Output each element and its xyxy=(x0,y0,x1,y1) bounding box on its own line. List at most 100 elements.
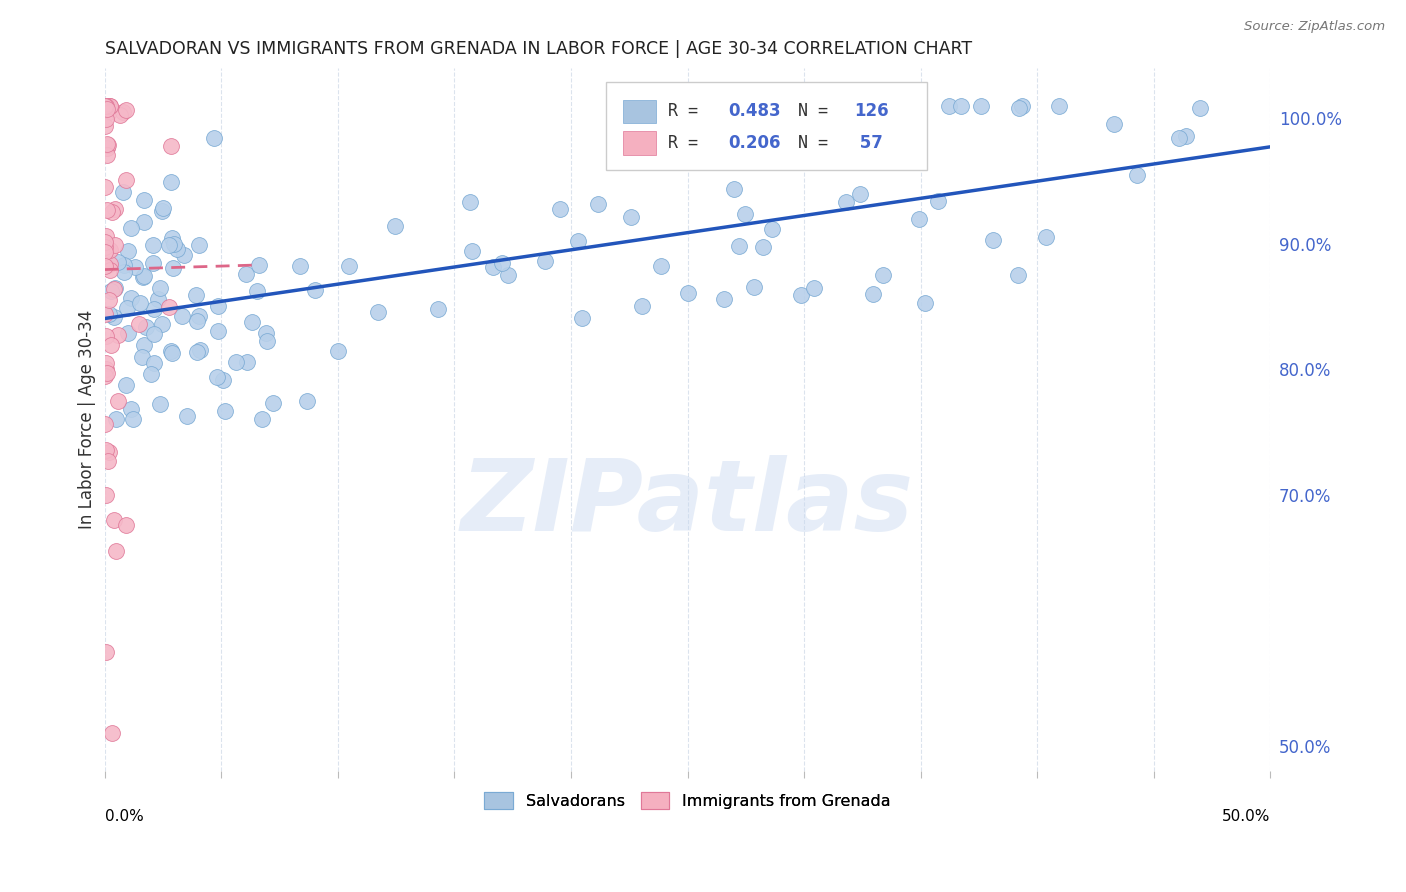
Point xyxy=(93,98,115,112)
FancyBboxPatch shape xyxy=(623,100,657,123)
Text: R =: R = xyxy=(668,103,707,120)
Point xyxy=(571,310,593,325)
Point xyxy=(157,238,180,252)
Point xyxy=(93,259,115,273)
Legend: Salvadorans, Immigrants from Grenada: Salvadorans, Immigrants from Grenada xyxy=(478,786,897,815)
Point xyxy=(766,148,789,162)
Point xyxy=(620,210,643,224)
Point xyxy=(149,280,172,294)
Point xyxy=(326,343,349,358)
Point xyxy=(96,488,118,502)
Point xyxy=(115,377,138,392)
Text: 0.0%: 0.0% xyxy=(104,809,143,824)
Point xyxy=(458,194,481,209)
Point xyxy=(235,268,257,282)
Text: 0.483: 0.483 xyxy=(728,103,780,120)
Point xyxy=(240,315,263,329)
Point xyxy=(214,403,236,417)
Point xyxy=(96,140,118,154)
Point xyxy=(205,370,228,384)
Point xyxy=(94,368,117,383)
Point xyxy=(163,236,186,251)
Point xyxy=(96,103,118,117)
Point xyxy=(117,244,139,258)
Point xyxy=(295,394,318,409)
Text: N =: N = xyxy=(799,134,838,152)
Point xyxy=(835,195,858,210)
Point xyxy=(98,307,121,321)
Point xyxy=(586,197,609,211)
Text: N =: N = xyxy=(799,103,838,120)
Point xyxy=(96,148,118,162)
Point xyxy=(94,235,117,249)
Point xyxy=(950,98,973,112)
Point xyxy=(188,237,211,252)
Point xyxy=(94,645,117,659)
Point xyxy=(160,346,183,360)
Point xyxy=(114,518,136,533)
Point xyxy=(115,103,138,117)
Point xyxy=(94,98,117,112)
Point xyxy=(186,345,208,359)
Point xyxy=(93,98,115,112)
Point xyxy=(98,98,121,112)
Point xyxy=(97,454,120,468)
Point xyxy=(121,412,143,426)
Point xyxy=(172,310,194,324)
Point xyxy=(160,231,183,245)
Point xyxy=(650,259,672,273)
Text: ZIPatlas: ZIPatlas xyxy=(461,455,914,552)
Text: SALVADORAN VS IMMIGRANTS FROM GRENADA IN LABOR FORCE | AGE 30-34 CORRELATION CHA: SALVADORAN VS IMMIGRANTS FROM GRENADA IN… xyxy=(104,40,972,58)
Point xyxy=(250,412,273,426)
Point xyxy=(461,244,484,259)
Point xyxy=(100,726,122,740)
Point xyxy=(754,148,776,162)
Point xyxy=(1011,98,1033,112)
Point xyxy=(96,112,118,127)
Point xyxy=(914,296,936,310)
Point xyxy=(207,299,229,313)
Point xyxy=(1126,168,1149,182)
Point xyxy=(862,286,884,301)
Point xyxy=(94,245,117,260)
Point xyxy=(246,284,269,298)
Point xyxy=(135,320,157,334)
Point xyxy=(1047,98,1070,112)
Point xyxy=(94,120,117,134)
Point xyxy=(98,98,121,112)
Point xyxy=(152,318,174,332)
Point xyxy=(162,260,184,275)
Point xyxy=(481,260,503,275)
Text: R =: R = xyxy=(668,134,707,152)
Point xyxy=(103,238,125,252)
Point xyxy=(384,219,406,233)
Point xyxy=(94,180,117,194)
Text: 57: 57 xyxy=(855,134,883,152)
Point xyxy=(94,442,117,457)
Point xyxy=(103,282,125,296)
Point xyxy=(173,248,195,262)
Point xyxy=(337,259,360,273)
Point xyxy=(981,233,1004,247)
Point xyxy=(149,397,172,411)
Point xyxy=(124,260,146,274)
Point xyxy=(498,268,520,283)
Point xyxy=(631,299,654,313)
Point xyxy=(157,300,180,314)
Point xyxy=(120,291,142,305)
Point xyxy=(803,281,825,295)
Point xyxy=(94,307,117,321)
Point xyxy=(112,104,135,119)
Point xyxy=(202,131,225,145)
Point xyxy=(94,356,117,370)
Text: 0.206: 0.206 xyxy=(728,134,780,152)
Point xyxy=(98,243,121,257)
Point xyxy=(256,334,278,349)
Point xyxy=(152,202,174,216)
Point xyxy=(761,221,783,235)
Point xyxy=(184,288,207,302)
Point xyxy=(115,301,138,315)
Point xyxy=(1175,128,1198,143)
Point xyxy=(212,373,235,387)
Point xyxy=(120,401,142,416)
